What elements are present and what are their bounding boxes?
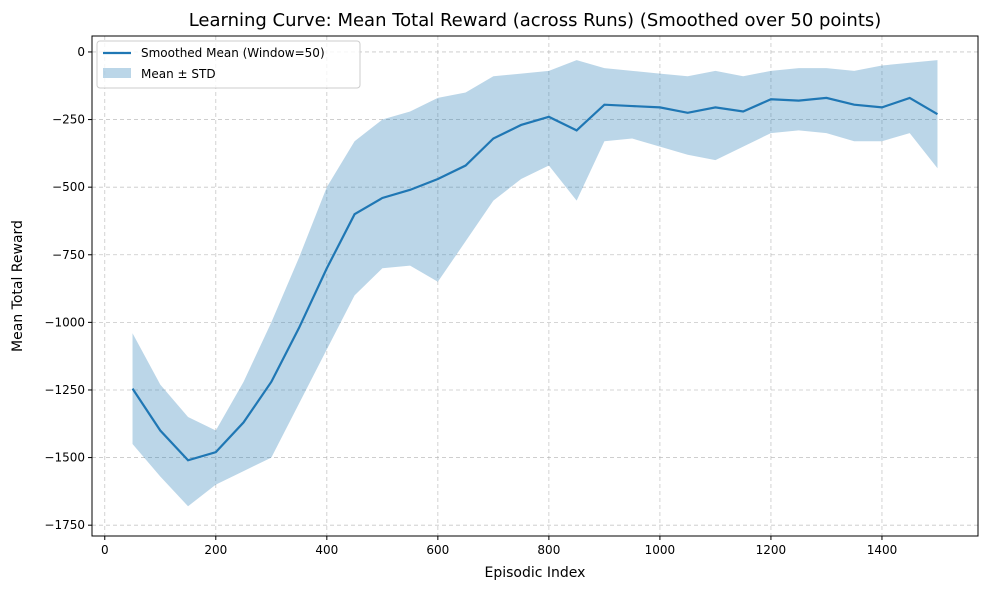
x-tick-label: 400 (315, 543, 338, 557)
y-tick-label: −1000 (44, 315, 85, 329)
legend-box (96, 40, 361, 89)
x-tick-label: 200 (204, 543, 227, 557)
x-tick-label: 1400 (867, 543, 898, 557)
y-tick-label: −1750 (44, 518, 85, 532)
x-tick-label: 1000 (645, 543, 676, 557)
y-tick-label: −500 (52, 180, 85, 194)
y-tick-label: −250 (52, 113, 85, 127)
y-tick-label: −1250 (44, 383, 85, 397)
x-axis-label: Episodic Index (485, 565, 586, 581)
line (131, 96, 939, 462)
chart-title: Learning Curve: Mean Total Reward (acros… (189, 10, 882, 31)
y-tick-label: −750 (52, 248, 85, 262)
legend-swatch (103, 68, 131, 78)
legend-label: Mean ± STD (141, 67, 216, 81)
plot-frame (91, 35, 979, 537)
x-tick-label: 0 (101, 543, 109, 557)
y-axis-label: Mean Total Reward (10, 220, 26, 352)
legend-label: Smoothed Mean (Window=50) (141, 46, 325, 60)
x-tick-label: 600 (426, 543, 449, 557)
x-tick-label: 1200 (756, 543, 787, 557)
std-band (132, 60, 938, 507)
y-tick-label: 0 (77, 45, 85, 59)
y-tick-label: −1500 (44, 451, 85, 465)
x-tick-label: 800 (537, 543, 560, 557)
